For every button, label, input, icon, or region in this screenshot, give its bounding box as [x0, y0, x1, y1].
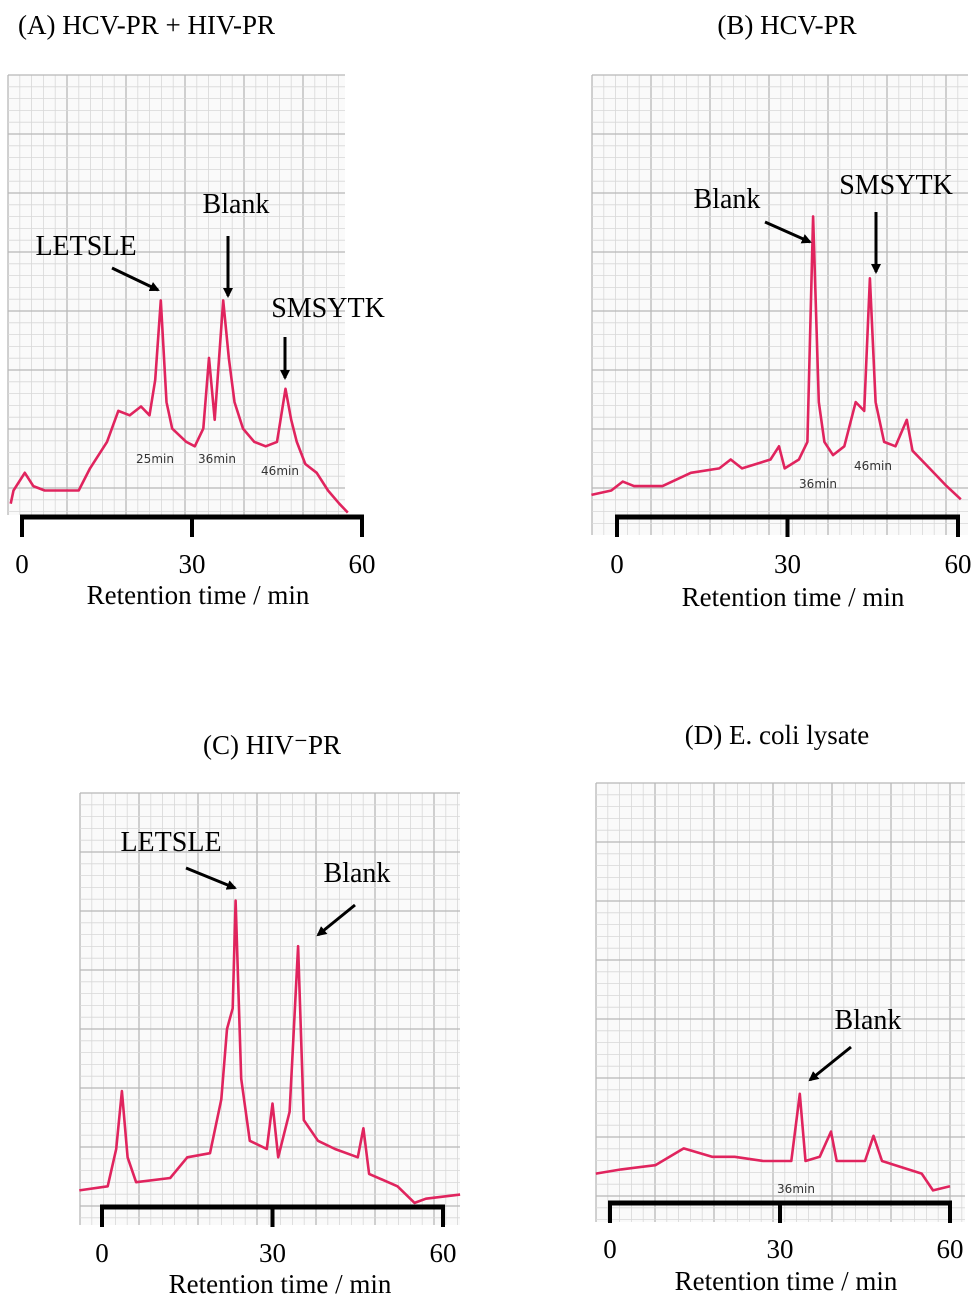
x-tick-label: 30 [774, 549, 801, 579]
x-tick-label: 0 [603, 1234, 617, 1264]
peak-arrow [111, 266, 160, 292]
peak-arrow [764, 220, 812, 244]
panel-title: (A) HCV-PR + HIV-PR [18, 10, 275, 40]
panel [7, 74, 345, 515]
trace [79, 899, 461, 1205]
peak-label: Blank [203, 189, 270, 220]
x-tick-label: 0 [15, 549, 29, 579]
panel-title: (D) E. coli lysate [685, 720, 869, 750]
x-tick-label: 30 [767, 1234, 794, 1264]
panel-title: (B) HCV-PR [717, 10, 856, 40]
x-axis-label: Retention time / min [682, 582, 905, 612]
graph-paper [592, 75, 968, 535]
x-tick-label: 60 [349, 549, 376, 579]
peak-label: SMSYTK [839, 170, 953, 201]
graph-paper [596, 783, 965, 1222]
x-tick-label: 60 [945, 549, 972, 579]
handwritten-note: 46min [854, 459, 892, 473]
handwritten-note: 36min [198, 452, 236, 466]
handwritten-note: 46min [261, 464, 299, 478]
x-axis-label: Retention time / min [87, 580, 310, 610]
x-axis-label: Retention time / min [675, 1266, 898, 1296]
trace [595, 1092, 951, 1192]
panel-title: (C) HIV⁻PR [203, 730, 341, 760]
peak-label: Blank [835, 1005, 902, 1036]
graph-paper [8, 75, 345, 515]
x-tick-label: 0 [95, 1238, 109, 1268]
handwritten-note: 36min [777, 1182, 815, 1196]
peak-label: LETSLE [120, 827, 221, 858]
peak-arrow [316, 903, 356, 937]
x-tick-label: 0 [610, 549, 624, 579]
peak-label: Blank [694, 184, 761, 215]
handwritten-note: 36min [799, 477, 837, 491]
peak-arrow [185, 866, 237, 890]
handwritten-note: 25min [136, 452, 174, 466]
x-tick-label: 30 [259, 1238, 286, 1268]
x-tick-label: 30 [179, 549, 206, 579]
graph-paper [80, 793, 460, 1225]
trace [9, 299, 349, 514]
panel [591, 74, 968, 535]
peak-arrow [808, 1045, 852, 1082]
trace [591, 215, 962, 501]
x-tick-label: 60 [937, 1234, 964, 1264]
panel [595, 782, 965, 1222]
x-tick-label: 60 [430, 1238, 457, 1268]
peak-label: Blank [324, 858, 391, 889]
panel [79, 792, 460, 1225]
peak-label: SMSYTK [271, 293, 385, 324]
x-axis-label: Retention time / min [169, 1269, 392, 1299]
peak-label: LETSLE [35, 231, 136, 262]
